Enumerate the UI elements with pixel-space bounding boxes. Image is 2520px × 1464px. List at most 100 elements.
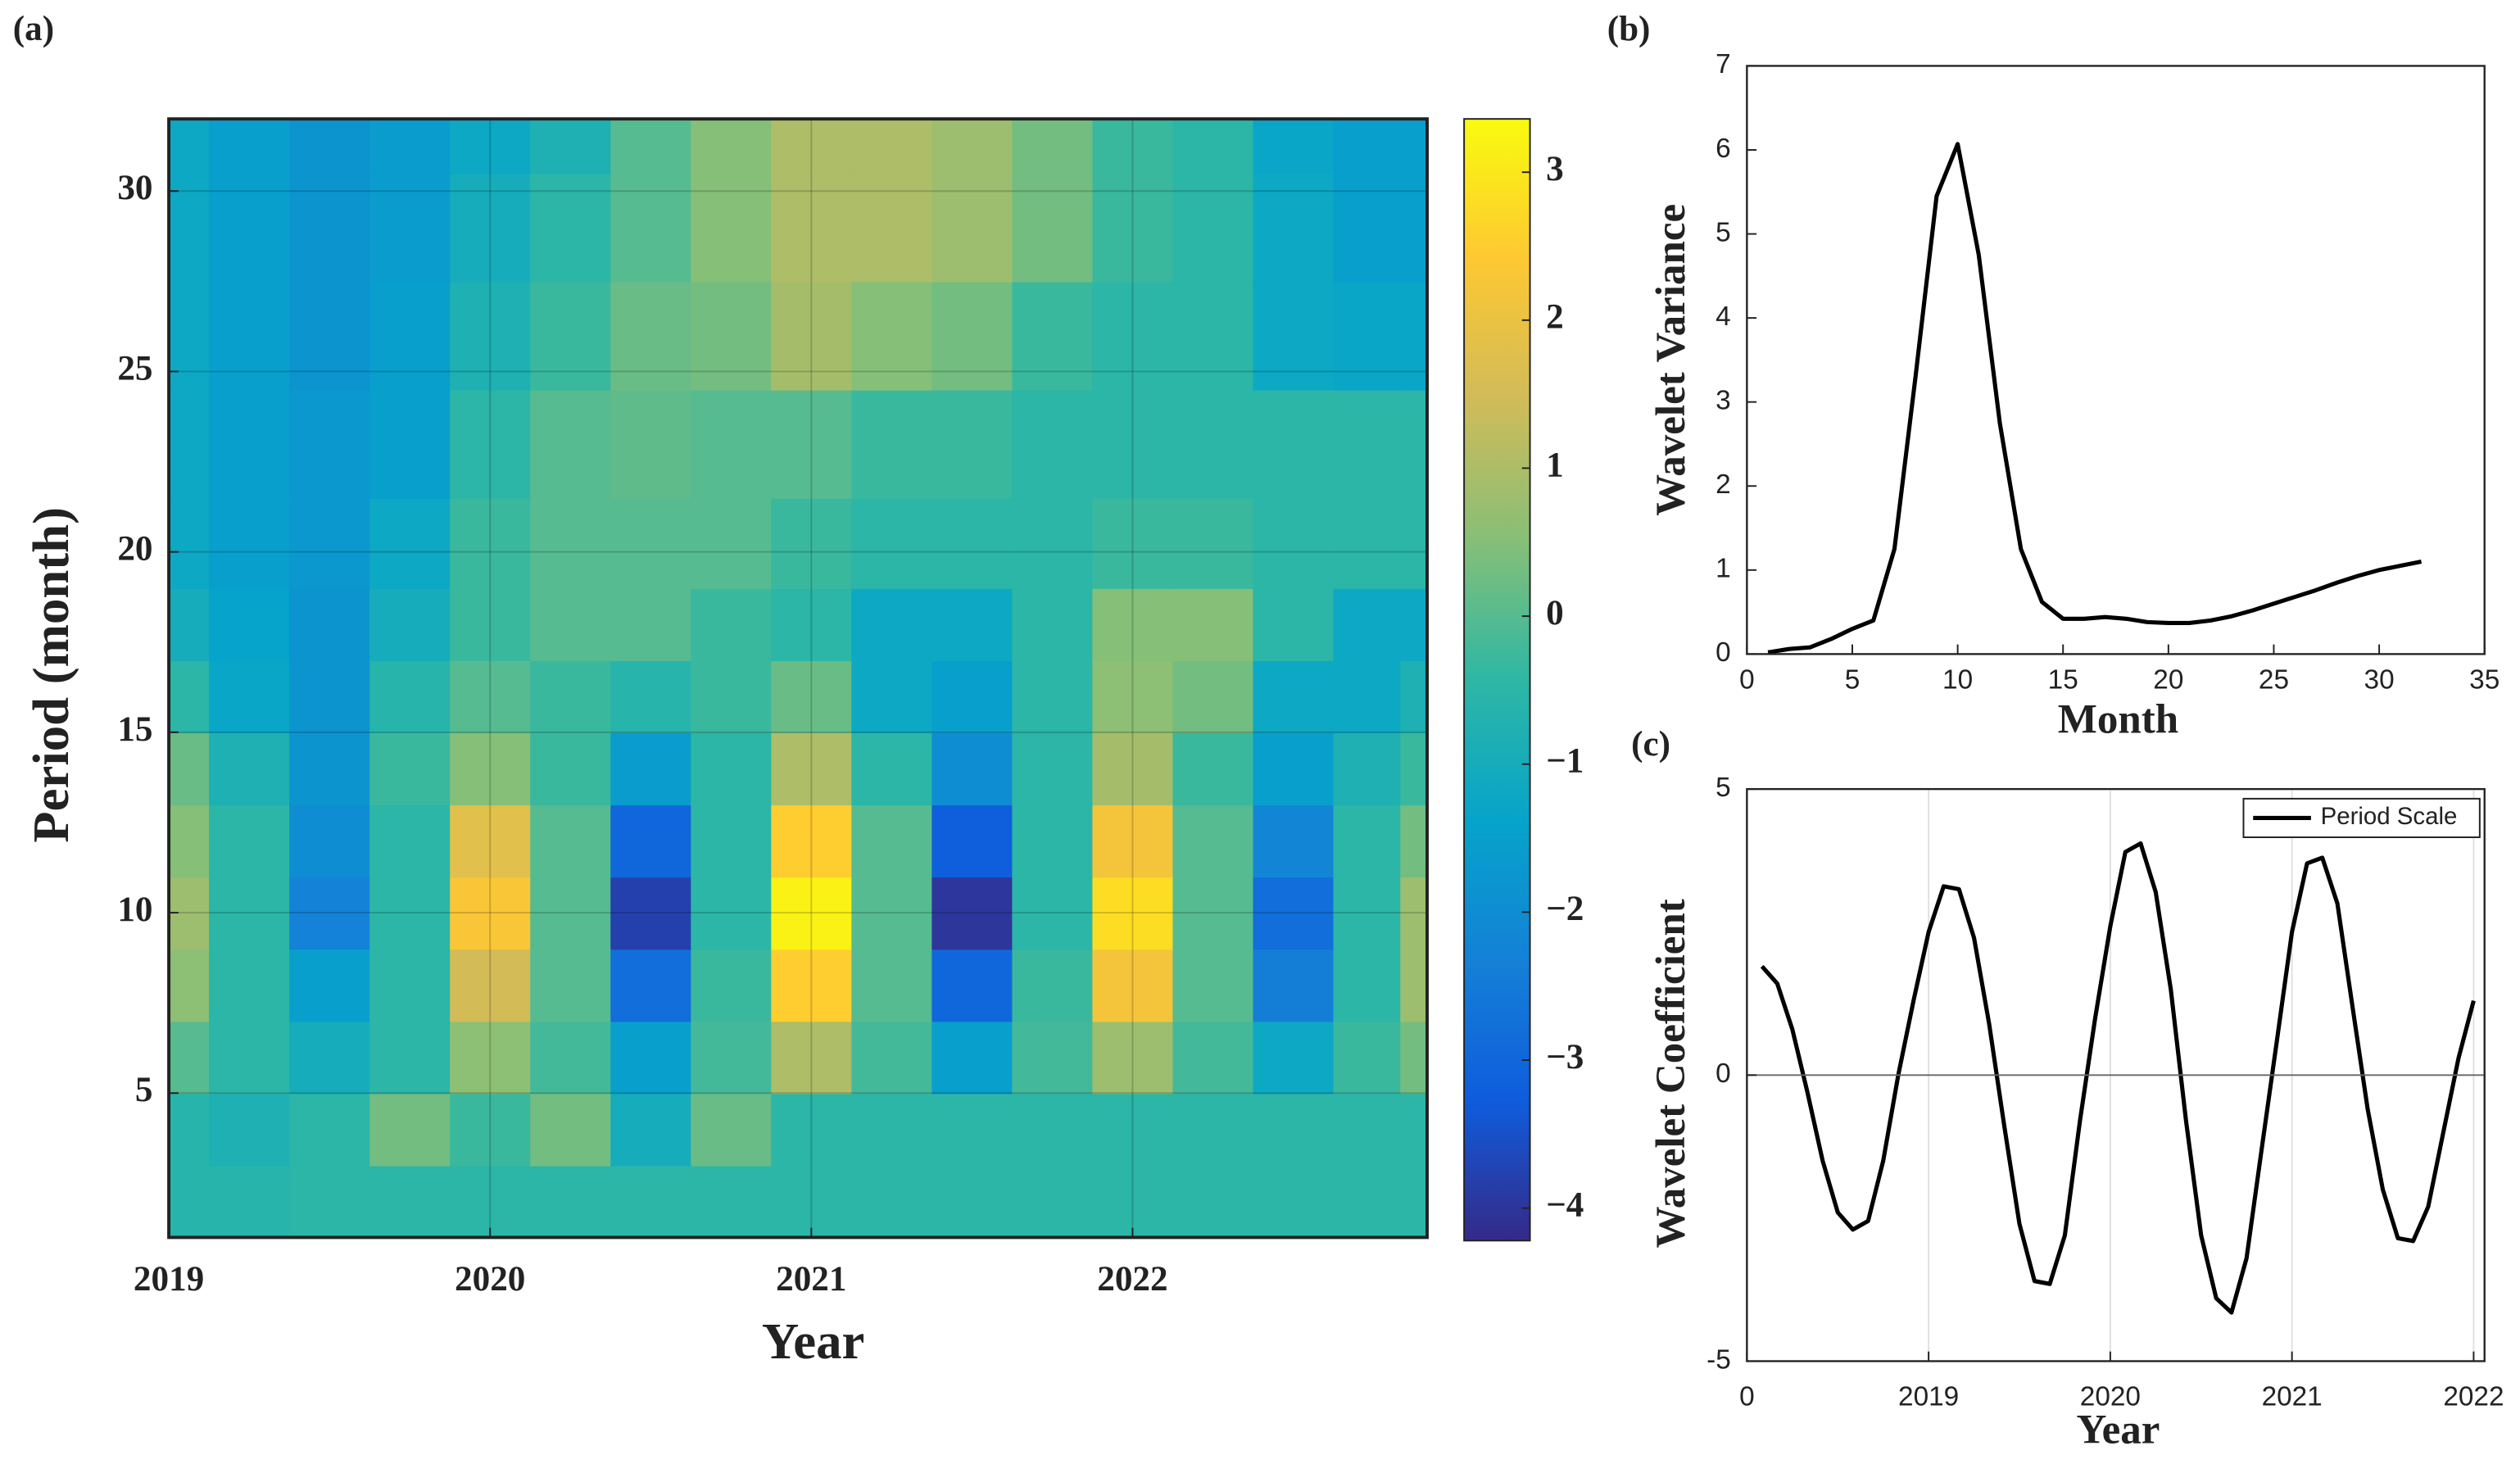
contour-cell bbox=[1333, 804, 1402, 878]
contour-cell bbox=[450, 949, 532, 1022]
contour-cell bbox=[771, 659, 853, 734]
contour-cell bbox=[1092, 119, 1174, 175]
contour-cell bbox=[1092, 281, 1174, 391]
contour-cell bbox=[1012, 949, 1094, 1022]
contour-cell bbox=[1092, 804, 1174, 878]
y-tick-label: 1 bbox=[1716, 554, 1731, 584]
contour-cell bbox=[931, 659, 1013, 734]
x-tick-label: 35 bbox=[2469, 665, 2500, 696]
colorbar-tick-label: −4 bbox=[1546, 1186, 1584, 1225]
contour-cell bbox=[1012, 173, 1094, 283]
contour-cell bbox=[209, 949, 291, 1022]
contour-cell bbox=[691, 1093, 773, 1167]
contour-cell bbox=[369, 877, 451, 950]
contour-cell bbox=[851, 497, 933, 589]
contour-cell bbox=[169, 732, 211, 806]
contour-cell bbox=[289, 119, 371, 175]
y-tick-label: 15 bbox=[117, 710, 152, 749]
y-tick-label: 25 bbox=[117, 349, 152, 388]
y-tick-label: -5 bbox=[1706, 1344, 1731, 1375]
x-tick-label: 0 bbox=[1739, 1381, 1755, 1412]
x-tick-label: 15 bbox=[2048, 665, 2078, 696]
legend-label: Period Scale bbox=[2321, 803, 2458, 830]
contour-cell bbox=[289, 173, 371, 283]
contour-cell bbox=[1012, 119, 1094, 175]
contour-cell bbox=[1092, 659, 1174, 734]
data-line bbox=[1767, 142, 2423, 655]
contour-cell bbox=[851, 119, 933, 175]
contour-cell bbox=[1092, 1021, 1174, 1095]
contour-cell bbox=[771, 1165, 853, 1239]
contour-cell bbox=[1012, 1021, 1094, 1095]
contour-cell bbox=[209, 587, 291, 661]
contour-cell bbox=[771, 1021, 853, 1095]
contour-cell bbox=[771, 497, 853, 589]
contour-cell bbox=[1253, 1093, 1335, 1167]
contour-cell bbox=[209, 173, 291, 283]
contour-cell bbox=[530, 804, 612, 878]
x-tick-label: 20 bbox=[2153, 665, 2183, 696]
x-tick-label: 2020 bbox=[455, 1260, 525, 1299]
axes-frame bbox=[167, 117, 1429, 1240]
contour-cell bbox=[691, 732, 773, 806]
contour-cell bbox=[1333, 732, 1402, 806]
contour-cell bbox=[1012, 732, 1094, 806]
contour-cell bbox=[169, 1021, 211, 1095]
contour-cell bbox=[289, 497, 371, 589]
contour-cell bbox=[1092, 877, 1174, 950]
contour-cell bbox=[1253, 497, 1335, 589]
contour-cell bbox=[1172, 877, 1254, 950]
contour-cell bbox=[209, 281, 291, 391]
contour-cell bbox=[1333, 173, 1402, 283]
y-tick-label: 0 bbox=[1716, 1058, 1731, 1089]
contour-cell bbox=[691, 389, 773, 499]
x-tick-label: 2022 bbox=[2443, 1381, 2504, 1412]
contour-cell bbox=[1400, 497, 1429, 589]
contour-cell bbox=[771, 587, 853, 661]
contour-cell bbox=[931, 281, 1013, 391]
colorbar-tick-label: 2 bbox=[1546, 298, 1564, 337]
contour-cell bbox=[369, 659, 451, 734]
contour-cell bbox=[851, 173, 933, 283]
contour-cell bbox=[450, 877, 532, 950]
contour-cell bbox=[1012, 497, 1094, 589]
contour-cell bbox=[209, 119, 291, 175]
contour-cell bbox=[1172, 173, 1254, 283]
contour-cell bbox=[369, 119, 451, 175]
contour-cell bbox=[1172, 281, 1254, 391]
contour-cell bbox=[691, 659, 773, 734]
contour-cell bbox=[450, 119, 532, 175]
contour-cell bbox=[450, 732, 532, 806]
contour-cell bbox=[1253, 281, 1335, 391]
contour-cell bbox=[209, 804, 291, 878]
contour-cell bbox=[530, 281, 612, 391]
contour-cell bbox=[289, 1093, 371, 1167]
axes-frame bbox=[1746, 787, 2486, 1362]
contour-cell bbox=[1172, 659, 1254, 734]
colorbar-tick-label: 3 bbox=[1546, 150, 1564, 188]
colorbar-tick-label: −2 bbox=[1546, 890, 1584, 928]
contour-cell bbox=[851, 1021, 933, 1095]
contour-cell bbox=[931, 804, 1013, 878]
contour-cell bbox=[450, 659, 532, 734]
contour-cell bbox=[771, 949, 853, 1022]
contour-cell bbox=[169, 1093, 211, 1167]
x-axis-label: Year bbox=[762, 1312, 864, 1370]
contour-cell bbox=[1400, 281, 1429, 391]
axes-frame bbox=[1746, 65, 2486, 655]
contour-cell bbox=[691, 877, 773, 950]
y-axis-label: Period (month) bbox=[22, 507, 79, 843]
y-axis-label: Wavelet Variance bbox=[1648, 204, 1694, 516]
contour-cell bbox=[169, 173, 211, 283]
panel-label: (c) bbox=[1631, 725, 1670, 764]
contour-cell bbox=[1333, 877, 1402, 950]
y-tick-label: 30 bbox=[117, 169, 152, 207]
contour-cell bbox=[691, 1165, 773, 1239]
contour-cell bbox=[1333, 587, 1402, 661]
contour-cell bbox=[1253, 1165, 1335, 1239]
contour-cell bbox=[1400, 389, 1429, 499]
contour-cell bbox=[1400, 119, 1429, 175]
contour-cell bbox=[851, 1165, 933, 1239]
contour-cell bbox=[851, 389, 933, 499]
